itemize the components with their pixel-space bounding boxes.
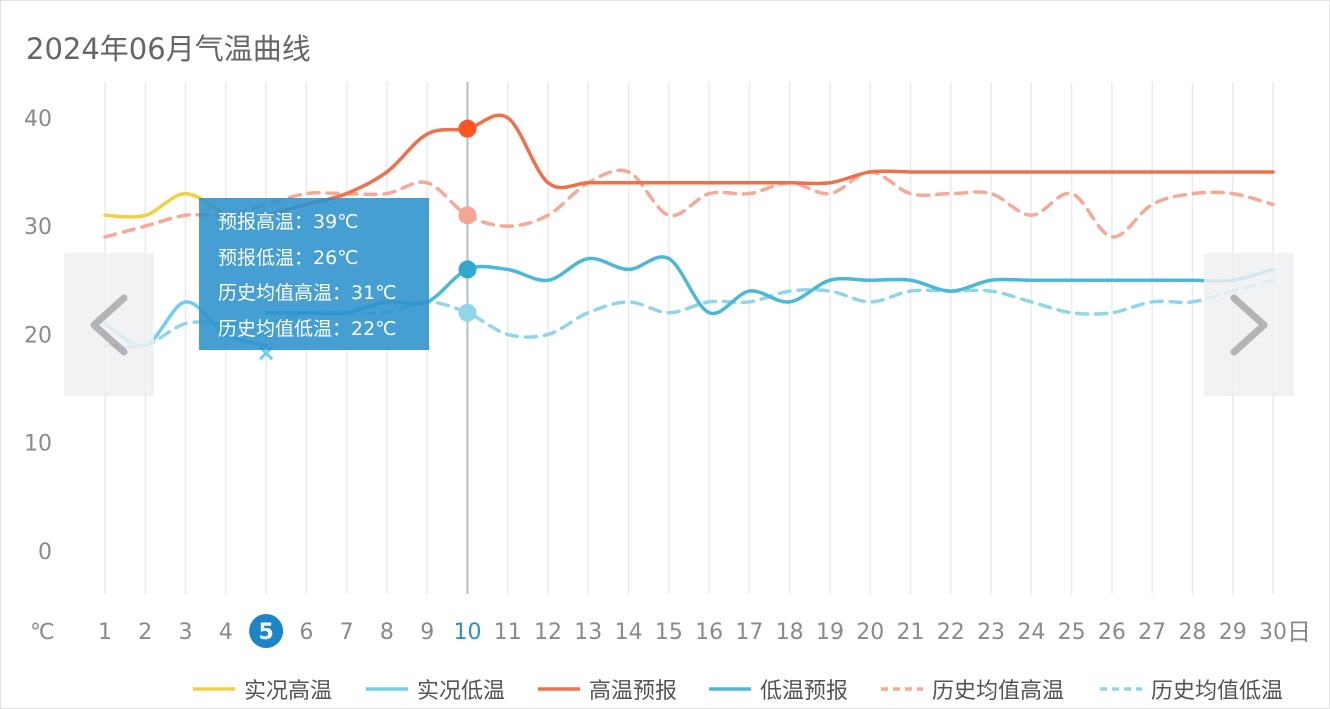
- x-tick-label[interactable]: 7: [340, 620, 354, 645]
- x-tick-label[interactable]: 4: [219, 620, 233, 645]
- legend-item[interactable]: 低温预报: [709, 674, 848, 704]
- legend-swatch: [538, 687, 580, 691]
- chart-legend: 实况高温 实况低温 高温预报 低温预报 历史均值高温 历史均值低温: [0, 674, 1330, 704]
- x-tick-label[interactable]: 5: [258, 620, 273, 645]
- x-tick-label[interactable]: 19: [816, 620, 844, 645]
- tooltip-line: 预报高温：39℃: [218, 211, 359, 233]
- x-axis-unit: 日: [1287, 618, 1311, 646]
- x-tick-label[interactable]: 20: [856, 620, 884, 645]
- chevron-left-icon: [90, 294, 128, 356]
- legend-swatch: [366, 687, 408, 691]
- y-tick-label: 0: [38, 540, 52, 565]
- x-tick-label[interactable]: 23: [977, 620, 1005, 645]
- x-tick-label[interactable]: 30: [1259, 620, 1287, 645]
- x-tick-label[interactable]: 28: [1178, 620, 1206, 645]
- x-tick-label[interactable]: 18: [776, 620, 804, 645]
- x-tick-label[interactable]: 22: [937, 620, 965, 645]
- legend-swatch: [1100, 687, 1142, 691]
- x-tick-label[interactable]: 16: [695, 620, 723, 645]
- x-tick-label[interactable]: 29: [1219, 620, 1247, 645]
- x-tick-label[interactable]: 17: [735, 620, 763, 645]
- legend-swatch: [709, 687, 751, 691]
- x-tick-label[interactable]: 15: [655, 620, 683, 645]
- y-tick-label: 30: [24, 215, 52, 240]
- x-tick-label[interactable]: 26: [1098, 620, 1126, 645]
- selected-data-point[interactable]: [458, 119, 477, 138]
- series-line: [103, 168, 1275, 239]
- x-tick-label[interactable]: 14: [615, 620, 643, 645]
- chart-tooltip: 预报高温：39℃ 预报低温：26℃ 历史均值高温：31℃ 历史均值低温：22℃: [199, 198, 429, 350]
- x-tick-label[interactable]: 27: [1138, 620, 1166, 645]
- legend-label: 低温预报: [760, 679, 849, 704]
- legend-item[interactable]: 实况低温: [366, 674, 505, 704]
- series-line: [103, 278, 1275, 349]
- x-tick-label[interactable]: 25: [1058, 620, 1086, 645]
- legend-label: 高温预报: [589, 679, 678, 704]
- tooltip-line: 历史均值低温：22℃: [218, 317, 397, 340]
- x-tick-label[interactable]: 10: [453, 620, 481, 645]
- legend-item[interactable]: 历史均值高温: [881, 674, 1064, 704]
- series-line: [264, 255, 1275, 316]
- tooltip-line: 历史均值高温：31℃: [218, 282, 397, 304]
- x-tick-label[interactable]: 9: [420, 620, 434, 645]
- x-tick-label[interactable]: 24: [1017, 620, 1045, 645]
- legend-label: 历史均值高温: [932, 679, 1065, 704]
- x-tick-label[interactable]: 2: [138, 620, 152, 645]
- legend-label: 实况低温: [417, 679, 506, 704]
- selected-data-point[interactable]: [458, 303, 477, 322]
- selected-data-point[interactable]: [458, 260, 477, 279]
- prev-month-button[interactable]: [64, 253, 154, 396]
- series-line: [264, 113, 1275, 218]
- today-marker: [249, 614, 284, 648]
- chart-title: 2024年06月气温曲线: [26, 32, 311, 66]
- legend-swatch: [881, 687, 923, 691]
- x-tick-label[interactable]: 12: [534, 620, 562, 645]
- chevron-right-icon: [1230, 294, 1268, 356]
- selected-data-point[interactable]: [458, 206, 477, 225]
- y-tick-label: 40: [24, 107, 52, 132]
- x-tick-label[interactable]: 3: [179, 620, 193, 645]
- x-tick-label[interactable]: 11: [494, 620, 522, 645]
- legend-item[interactable]: 实况高温: [193, 674, 332, 704]
- x-tick-label[interactable]: 8: [380, 620, 394, 645]
- y-tick-label: 20: [24, 323, 52, 348]
- x-tick-label[interactable]: 21: [897, 620, 925, 645]
- x-tick-label[interactable]: 1: [98, 620, 112, 645]
- x-tick-label[interactable]: 13: [574, 620, 602, 645]
- legend-label: 实况高温: [244, 679, 333, 704]
- y-axis-unit: ℃: [30, 620, 55, 645]
- x-tick-label[interactable]: 6: [299, 620, 313, 645]
- legend-swatch: [193, 687, 235, 691]
- legend-item[interactable]: 高温预报: [538, 674, 677, 704]
- legend-item[interactable]: 历史均值低温: [1100, 674, 1283, 704]
- legend-label: 历史均值低温: [1151, 679, 1284, 704]
- next-month-button[interactable]: [1204, 253, 1294, 396]
- y-tick-label: 10: [24, 432, 52, 457]
- tooltip-line: 预报低温：26℃: [218, 246, 359, 269]
